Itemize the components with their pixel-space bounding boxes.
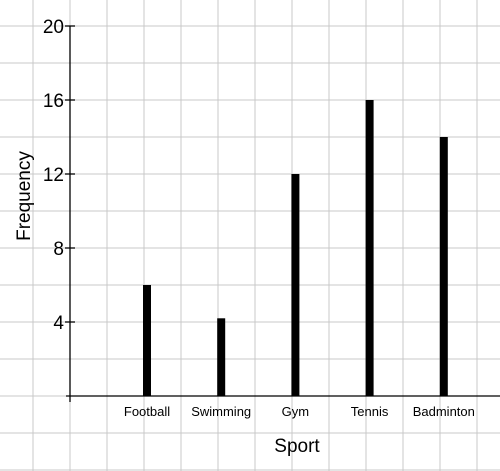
- bar-football: [143, 285, 151, 396]
- labels: 4 8 12 16 20 Football Swimming Gym Tennis Badmint…: [43, 17, 475, 419]
- x-tick-label: Badminton: [413, 404, 475, 419]
- bar-tennis: [365, 100, 374, 396]
- x-tick-label: Tennis: [351, 404, 389, 419]
- axes: [65, 25, 500, 402]
- y-tick-label: 8: [53, 239, 64, 260]
- y-axis-title: Frequency: [14, 151, 35, 241]
- y-tick-label: 16: [43, 91, 64, 112]
- y-tick-label: 12: [43, 165, 64, 186]
- bars: [143, 100, 448, 396]
- y-tick-label: 20: [43, 17, 64, 38]
- bar-swimming: [217, 318, 226, 396]
- bar-badminton: [439, 137, 448, 396]
- bar-gym: [291, 174, 300, 396]
- y-tick-label: 4: [53, 313, 64, 334]
- x-tick-label: Football: [124, 404, 170, 419]
- x-tick-label: Swimming: [191, 404, 251, 419]
- x-tick-label: Gym: [282, 404, 309, 419]
- x-axis-title: Sport: [274, 436, 320, 457]
